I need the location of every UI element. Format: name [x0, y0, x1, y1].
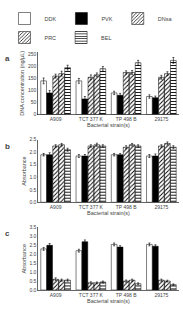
svg-text:1.5: 1.5 [29, 260, 36, 266]
svg-text:3.0: 3.0 [29, 233, 36, 239]
svg-text:2.0: 2.0 [29, 251, 36, 257]
svg-text:A909: A909 [50, 116, 62, 122]
svg-text:PRC: PRC [44, 35, 56, 41]
svg-text:0.5: 0.5 [29, 278, 36, 284]
svg-text:2.5: 2.5 [29, 136, 36, 142]
svg-text:100: 100 [28, 87, 37, 93]
svg-text:A909: A909 [50, 204, 62, 210]
svg-text:A909: A909 [50, 292, 62, 298]
svg-text:Absorbance: Absorbance [21, 244, 27, 273]
svg-text:DNsa: DNsa [158, 16, 173, 22]
svg-text:2.5: 2.5 [29, 242, 36, 248]
svg-text:PVK: PVK [101, 16, 112, 22]
svg-text:Absorbance: Absorbance [21, 156, 27, 185]
svg-text:TP 498 B: TP 498 B [116, 204, 137, 210]
svg-text:a: a [5, 54, 10, 63]
svg-text:150: 150 [28, 75, 37, 81]
svg-text:DDK: DDK [44, 16, 56, 22]
svg-text:TP 498 B: TP 498 B [116, 292, 137, 298]
svg-text:1.5: 1.5 [29, 161, 36, 167]
svg-text:c: c [5, 229, 10, 238]
svg-text:0: 0 [34, 111, 37, 117]
svg-text:29175: 29175 [154, 292, 168, 298]
svg-text:29175: 29175 [154, 116, 168, 122]
svg-text:2.0: 2.0 [29, 149, 36, 155]
svg-text:1.0: 1.0 [29, 269, 36, 275]
svg-text:0.0: 0.0 [29, 287, 36, 293]
svg-text:0.0: 0.0 [29, 199, 36, 205]
svg-text:Bacterial strain(s): Bacterial strain(s) [87, 122, 130, 128]
svg-text:Bacterial strain(s): Bacterial strain(s) [87, 298, 130, 304]
svg-text:TCT 377 K: TCT 377 K [79, 116, 104, 122]
svg-text:1.0: 1.0 [29, 174, 36, 180]
svg-text:Bacterial strain(s): Bacterial strain(s) [87, 210, 130, 216]
svg-text:0.5: 0.5 [29, 187, 36, 193]
svg-text:b: b [5, 142, 10, 151]
svg-text:TCT 377 K: TCT 377 K [79, 292, 104, 298]
svg-text:200: 200 [28, 63, 37, 69]
svg-text:DNA concentration (ng/µL): DNA concentration (ng/µL) [19, 51, 25, 116]
svg-text:BEL: BEL [101, 35, 111, 41]
svg-text:29175: 29175 [154, 204, 168, 210]
svg-text:TCT 377 K: TCT 377 K [79, 204, 104, 210]
svg-text:TP 498 B: TP 498 B [116, 116, 137, 122]
svg-text:250: 250 [28, 51, 37, 57]
svg-text:50: 50 [31, 99, 37, 105]
svg-text:3.5: 3.5 [29, 224, 36, 230]
